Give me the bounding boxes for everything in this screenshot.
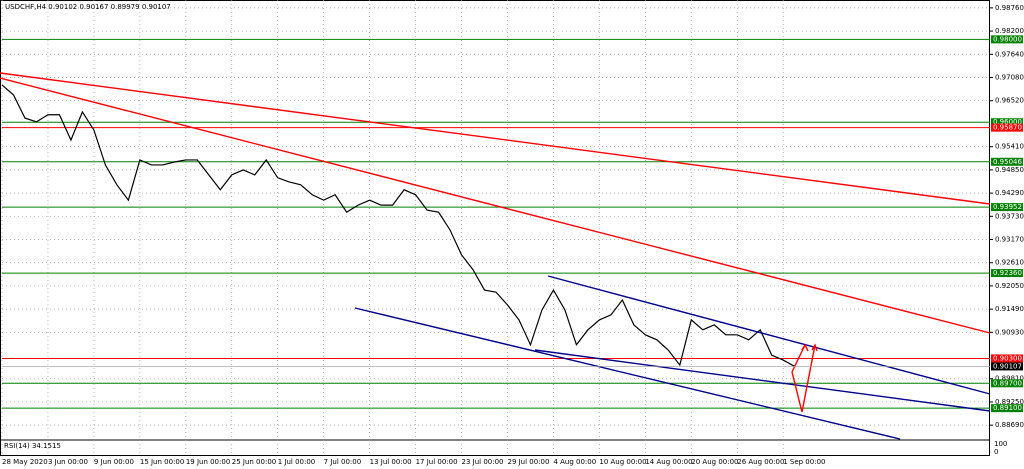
y-tick-label: 0.93730 [995, 212, 1024, 220]
y-tick-label: 0.98760 [995, 4, 1024, 12]
x-tick-label: 20 Aug 00:00 [691, 458, 738, 466]
x-tick-label: 17 Jul 00:00 [416, 458, 458, 466]
trend-lines [0, 72, 991, 440]
level-label-box [991, 123, 1023, 132]
trend-line [0, 72, 991, 205]
x-tick-label: 19 Jun 00:00 [186, 458, 230, 466]
level-label: 0.89100 [993, 404, 1022, 412]
level-label-box [991, 118, 1023, 127]
level-label: 0.90300 [993, 354, 1022, 362]
chart-title: USDCHF,H4 0.90102 0.90167 0.89979 0.9010… [5, 3, 171, 11]
level-label-box [991, 157, 1023, 166]
x-tick-label: 7 Jul 00:00 [324, 458, 362, 466]
y-tick-label: 0.90930 [995, 328, 1024, 336]
last-price-box [991, 362, 1023, 371]
last-price-label: 0.90107 [993, 362, 1022, 370]
x-tick-label: 25 Jun 00:00 [232, 458, 276, 466]
y-tick-label: 0.94850 [995, 166, 1024, 174]
x-tick-label: 13 Jul 00:00 [370, 458, 412, 466]
x-tick-label: 4 Aug 00:00 [553, 458, 596, 466]
arrow-head [811, 343, 818, 352]
forecast-arrow [791, 344, 816, 413]
y-tick-label: 0.92610 [995, 259, 1024, 267]
x-tick-label: 23 Jul 00:00 [462, 458, 504, 466]
trend-line [0, 77, 991, 334]
y-tick-label: 0.97640 [995, 50, 1024, 58]
y-tick-label: 0.98200 [995, 27, 1024, 35]
plot-frame [0, 0, 990, 456]
channel-line [534, 349, 991, 412]
y-tick-label: 0.91490 [995, 305, 1024, 313]
level-label-box [991, 404, 1023, 413]
y-tick-label: 0.97080 [995, 73, 1024, 81]
level-label: 0.95870 [993, 124, 1022, 132]
level-label: 0.92360 [993, 269, 1022, 277]
level-label: 0.95046 [993, 158, 1022, 166]
level-label-box [991, 269, 1023, 278]
level-label-box [991, 379, 1023, 388]
level-label-box [991, 203, 1023, 212]
level-label: 0.98000 [993, 35, 1022, 43]
level-label: 0.89700 [993, 379, 1022, 387]
y-tick-label: 0.93170 [995, 236, 1024, 244]
level-label: 0.93952 [993, 203, 1022, 211]
level-label-box [991, 354, 1023, 363]
indicator-tick: 0 [994, 448, 998, 456]
y-tick-label: 0.89810 [995, 375, 1024, 383]
channel-line [547, 275, 991, 395]
price-line [1, 84, 795, 367]
indicator-label: RSI(14) 34.1515 [4, 442, 61, 450]
y-tick-label: 0.95410 [995, 143, 1024, 151]
x-tick-label: 9 Jun 00:00 [94, 458, 134, 466]
x-tick-label: 1 Sep 00:00 [783, 458, 825, 466]
x-tick-label: 15 Jun 00:00 [140, 458, 184, 466]
y-tick-label: 0.89250 [995, 398, 1024, 406]
arrow-head [801, 343, 809, 352]
y-tick-label: 0.88690 [995, 421, 1024, 429]
y-tick-label: 0.96520 [995, 97, 1024, 105]
x-tick-label: 28 May 2020 [2, 458, 48, 466]
x-tick-label: 26 Aug 00:00 [737, 458, 784, 466]
level-label: 0.96000 [993, 118, 1022, 126]
channel-line [354, 307, 901, 440]
x-tick-label: 3 Jun 00:00 [48, 458, 88, 466]
x-tick-label: 1 Jul 00:00 [278, 458, 316, 466]
x-tick-label: 14 Aug 00:00 [645, 458, 692, 466]
indicator-tick: 100 [994, 440, 1007, 448]
level-label-box [991, 35, 1023, 44]
y-tick-label: 0.94290 [995, 189, 1024, 197]
y-tick-label: 0.92050 [995, 282, 1024, 290]
x-tick-label: 29 Jul 00:00 [507, 458, 549, 466]
x-tick-label: 10 Aug 00:00 [599, 458, 646, 466]
